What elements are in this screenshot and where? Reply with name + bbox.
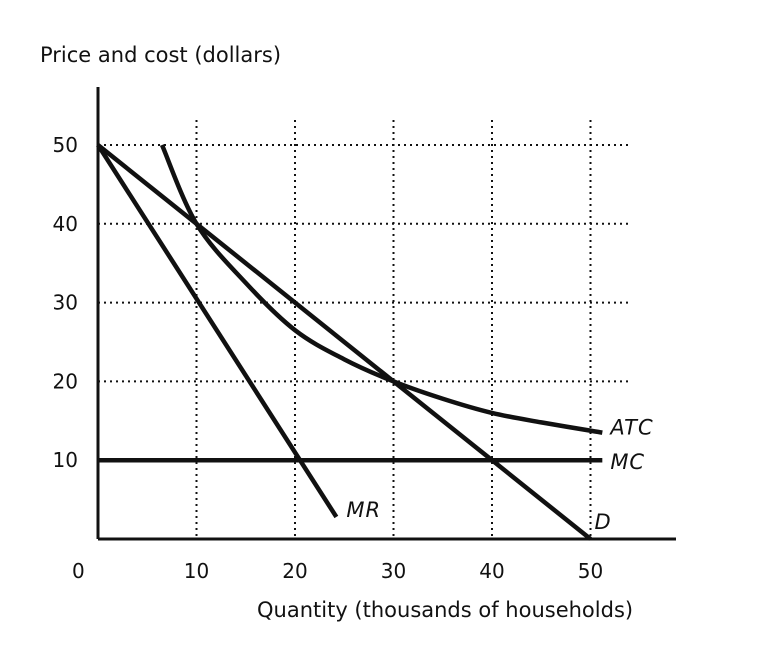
y-axis-title: Price and cost (dollars) (40, 43, 281, 67)
y-tick-label: 20 (53, 369, 78, 393)
curve-mr (96, 143, 339, 519)
x-axis-title: Quantity (thousands of households) (257, 598, 633, 622)
tick-labels: 10 20 30 40 50 10 20 30 40 50 (53, 133, 604, 583)
x-tick-label: 10 (184, 559, 209, 583)
y-tick-label: 30 (53, 291, 78, 315)
curve-d (96, 143, 592, 541)
curve-atc (159, 144, 603, 435)
curve-label-mc: MC (610, 450, 645, 474)
grid (98, 120, 630, 539)
origin-label: 0 (72, 559, 85, 583)
curve-label-d: D (595, 510, 612, 534)
x-tick-label: 30 (381, 559, 406, 583)
axes (96, 87, 676, 541)
curve-labels: D MR MC ATC (346, 416, 653, 534)
y-tick-label: 40 (53, 212, 78, 236)
curves (96, 143, 603, 541)
x-tick-label: 50 (578, 559, 603, 583)
y-tick-label: 50 (53, 133, 78, 157)
x-tick-label: 20 (282, 559, 307, 583)
x-tick-label: 40 (479, 559, 504, 583)
curve-label-mr: MR (346, 498, 381, 522)
y-tick-label: 10 (53, 448, 78, 472)
curve-label-atc: ATC (608, 416, 653, 440)
